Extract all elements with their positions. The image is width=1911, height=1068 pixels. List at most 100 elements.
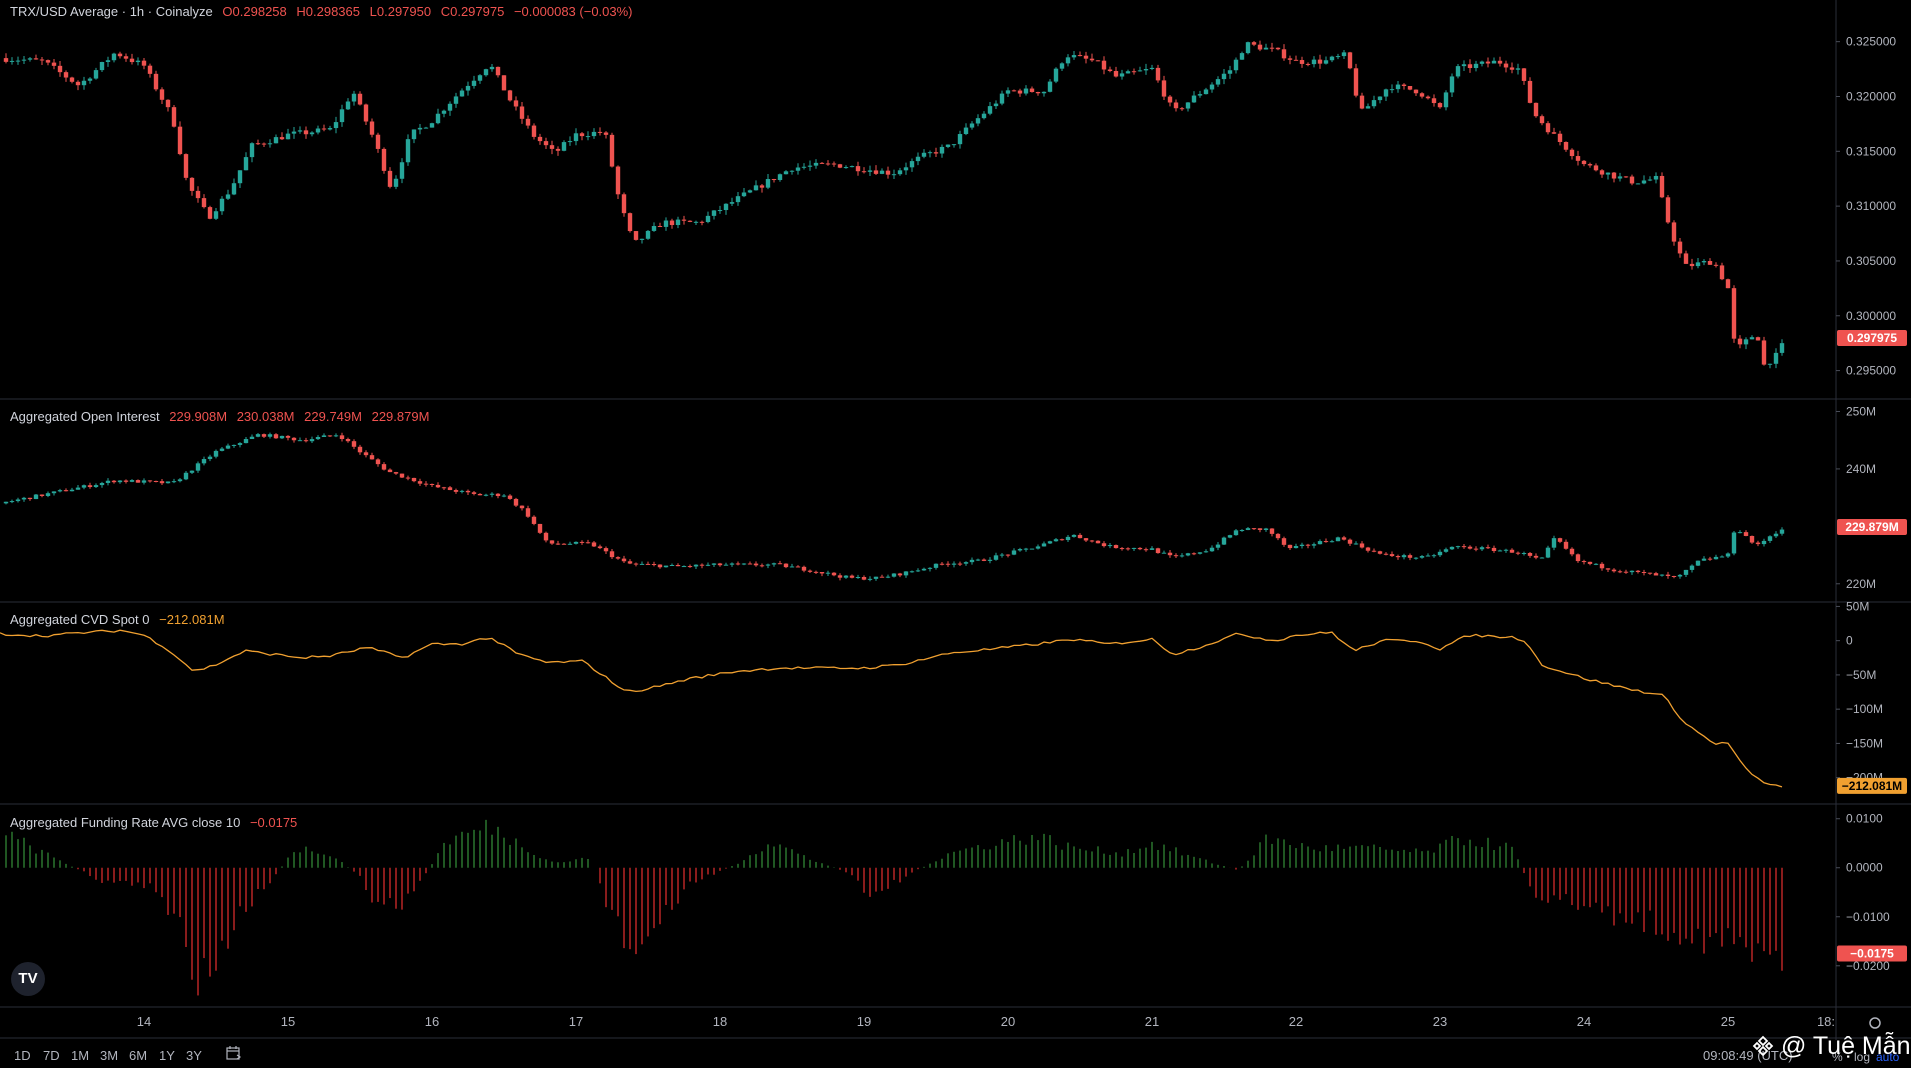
candle-up [225,194,231,199]
candle-down [621,558,627,562]
candle-down [609,551,615,558]
candle-down [519,106,525,119]
candle-up [447,103,453,111]
candle-down [345,439,351,442]
candle-up [81,80,87,86]
candle-up [1245,42,1251,54]
candle-down [897,573,903,576]
candle-down [813,571,819,573]
auto-scale-toggle[interactable]: auto [1876,1050,1900,1064]
candle-up [1701,558,1707,561]
axis-tick-label: 0.0000 [1846,861,1883,875]
candle-up [1179,555,1185,557]
tradingview-logo[interactable]: TV [11,962,45,996]
candle-up [1683,569,1689,575]
candle-up [801,166,807,168]
log-scale-toggle[interactable]: log [1854,1050,1871,1064]
candle-down [1107,69,1113,72]
percent-scale-toggle[interactable]: % [1832,1050,1843,1064]
candle-up [693,221,699,223]
candle-up [1293,546,1299,549]
candle-up [1635,183,1641,185]
candle-up [927,152,933,154]
timeframe-1y[interactable]: 1Y [159,1048,175,1063]
candle-up [1311,59,1317,65]
candle-up [993,555,999,560]
candle-up [483,494,489,496]
candle-up [783,171,789,175]
utc-clock[interactable]: 09:08:49 (UTC) [1703,1048,1793,1063]
axis-tick-label: 240M [1846,462,1876,476]
candle-down [687,220,693,222]
time-axis-label: 21 [1145,1014,1159,1029]
candle-up [177,479,183,482]
candle-up [1725,553,1731,557]
candle-up [1221,537,1227,545]
candle-down [135,480,141,483]
axis-tick-label: −150M [1846,736,1883,750]
candle-up [315,128,321,133]
candle-up [1221,73,1227,80]
candle-down [1551,132,1557,134]
candle-up [1491,60,1497,64]
candle-up [693,564,699,567]
settings-icon[interactable] [1869,1017,1881,1029]
candle-down [1569,548,1575,555]
candle-down [1509,549,1515,553]
candle-down [1035,92,1041,94]
timeframe-6m[interactable]: 6M [129,1048,148,1063]
candle-down [1281,538,1287,545]
candle-down [1605,568,1611,570]
candle-up [1431,555,1437,557]
candle-down [777,563,783,565]
timeframe-1m[interactable]: 1M [71,1048,90,1063]
axis-tick-label: 250M [1846,404,1876,418]
candle-up [1461,64,1467,67]
candle-down [1599,170,1605,175]
last-value-badge [1837,519,1907,536]
candle-down [387,469,393,473]
candle-up [645,230,651,239]
candle-down [699,221,705,223]
candle-down [1419,93,1425,97]
candle-down [471,492,477,494]
candle-up [9,501,15,503]
candle-up [1779,529,1785,534]
axis-tick-label: 0 [1846,634,1853,648]
candle-down [549,540,555,544]
candle-down [837,164,843,168]
candle-down [1527,80,1533,103]
bottom-toolbar [0,1040,1911,1068]
date-range-icon[interactable] [226,1046,242,1060]
candle-down [759,185,765,188]
candle-down [1407,555,1413,558]
timeframe-7d[interactable]: 7D [43,1048,60,1063]
candle-down [1269,528,1275,534]
candle-up [75,487,81,490]
candle-down [147,480,153,482]
candle-up [69,489,75,492]
timeframe-3m[interactable]: 3M [100,1048,119,1063]
candle-up [1161,552,1167,554]
candle-up [1479,61,1485,64]
candle-down [861,576,867,580]
candle-up [453,96,459,104]
candle-up [405,139,411,163]
candle-up [309,439,315,442]
timeframe-3y[interactable]: 3Y [186,1048,202,1063]
candle-down [1323,541,1329,543]
candle-down [39,494,45,496]
candle-up [1185,102,1191,109]
candle-down [1299,60,1305,64]
candle-down [1521,68,1527,81]
candle-up [567,543,573,545]
candle-down [699,564,705,566]
timeframe-1d[interactable]: 1D [14,1048,31,1063]
candle-up [1311,544,1317,546]
candle-up [1455,546,1461,548]
candle-up [1029,548,1035,550]
candle-down [141,60,147,66]
candle-down [261,143,267,145]
candle-down [51,62,57,66]
candle-down [1341,537,1347,540]
